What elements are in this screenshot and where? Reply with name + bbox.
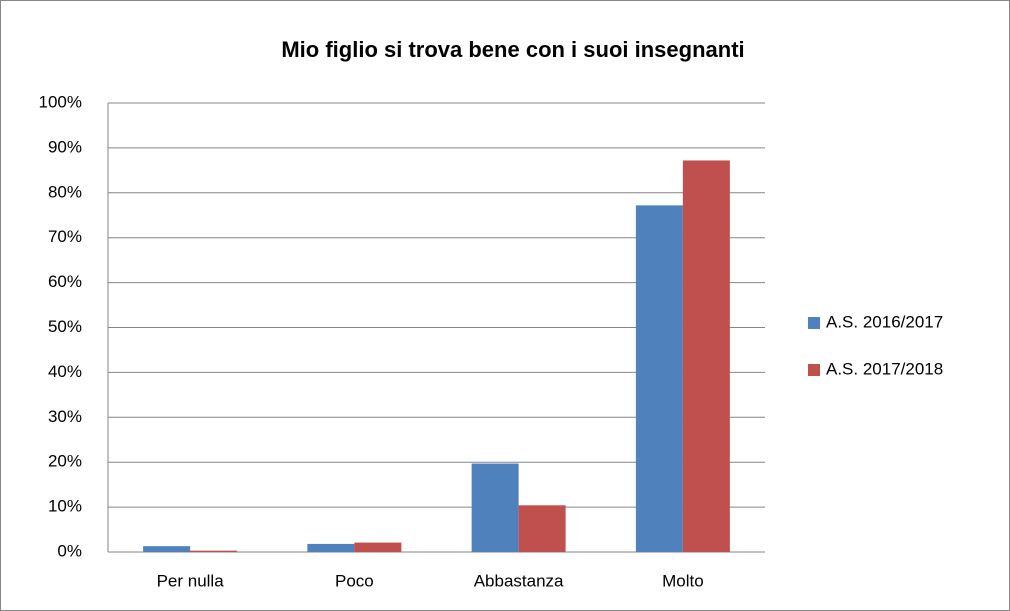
bar: [471, 463, 519, 552]
x-tick-label: Molto: [662, 571, 704, 590]
x-tick-label: Abbastanza: [474, 571, 564, 590]
legend-swatch: [808, 364, 820, 376]
y-tick-label: 30%: [48, 407, 82, 426]
y-tick-label: 60%: [48, 272, 82, 291]
y-tick-label: 40%: [48, 362, 82, 381]
y-tick-label: 10%: [48, 497, 82, 516]
y-tick-label: 0%: [57, 541, 82, 560]
legend-label: A.S. 2016/2017: [826, 312, 943, 331]
bar: [143, 546, 191, 552]
bar: [518, 505, 566, 552]
bar: [682, 160, 730, 553]
y-tick-label: 20%: [48, 452, 82, 471]
bar: [635, 205, 683, 552]
y-tick-label: 90%: [48, 137, 82, 156]
legend-label: A.S. 2017/2018: [826, 359, 943, 378]
legend-swatch: [808, 317, 820, 329]
y-tick-label: 50%: [48, 317, 82, 336]
chart-title: Mio figlio si trova bene con i suoi inse…: [281, 37, 744, 62]
x-tick-label: Poco: [335, 571, 374, 590]
x-tick-label: Per nulla: [157, 571, 225, 590]
bar: [307, 543, 355, 552]
y-tick-label: 100%: [39, 92, 82, 111]
y-tick-label: 70%: [48, 227, 82, 246]
y-tick-label: 80%: [48, 182, 82, 201]
bar: [190, 550, 238, 552]
bar: [354, 542, 402, 552]
